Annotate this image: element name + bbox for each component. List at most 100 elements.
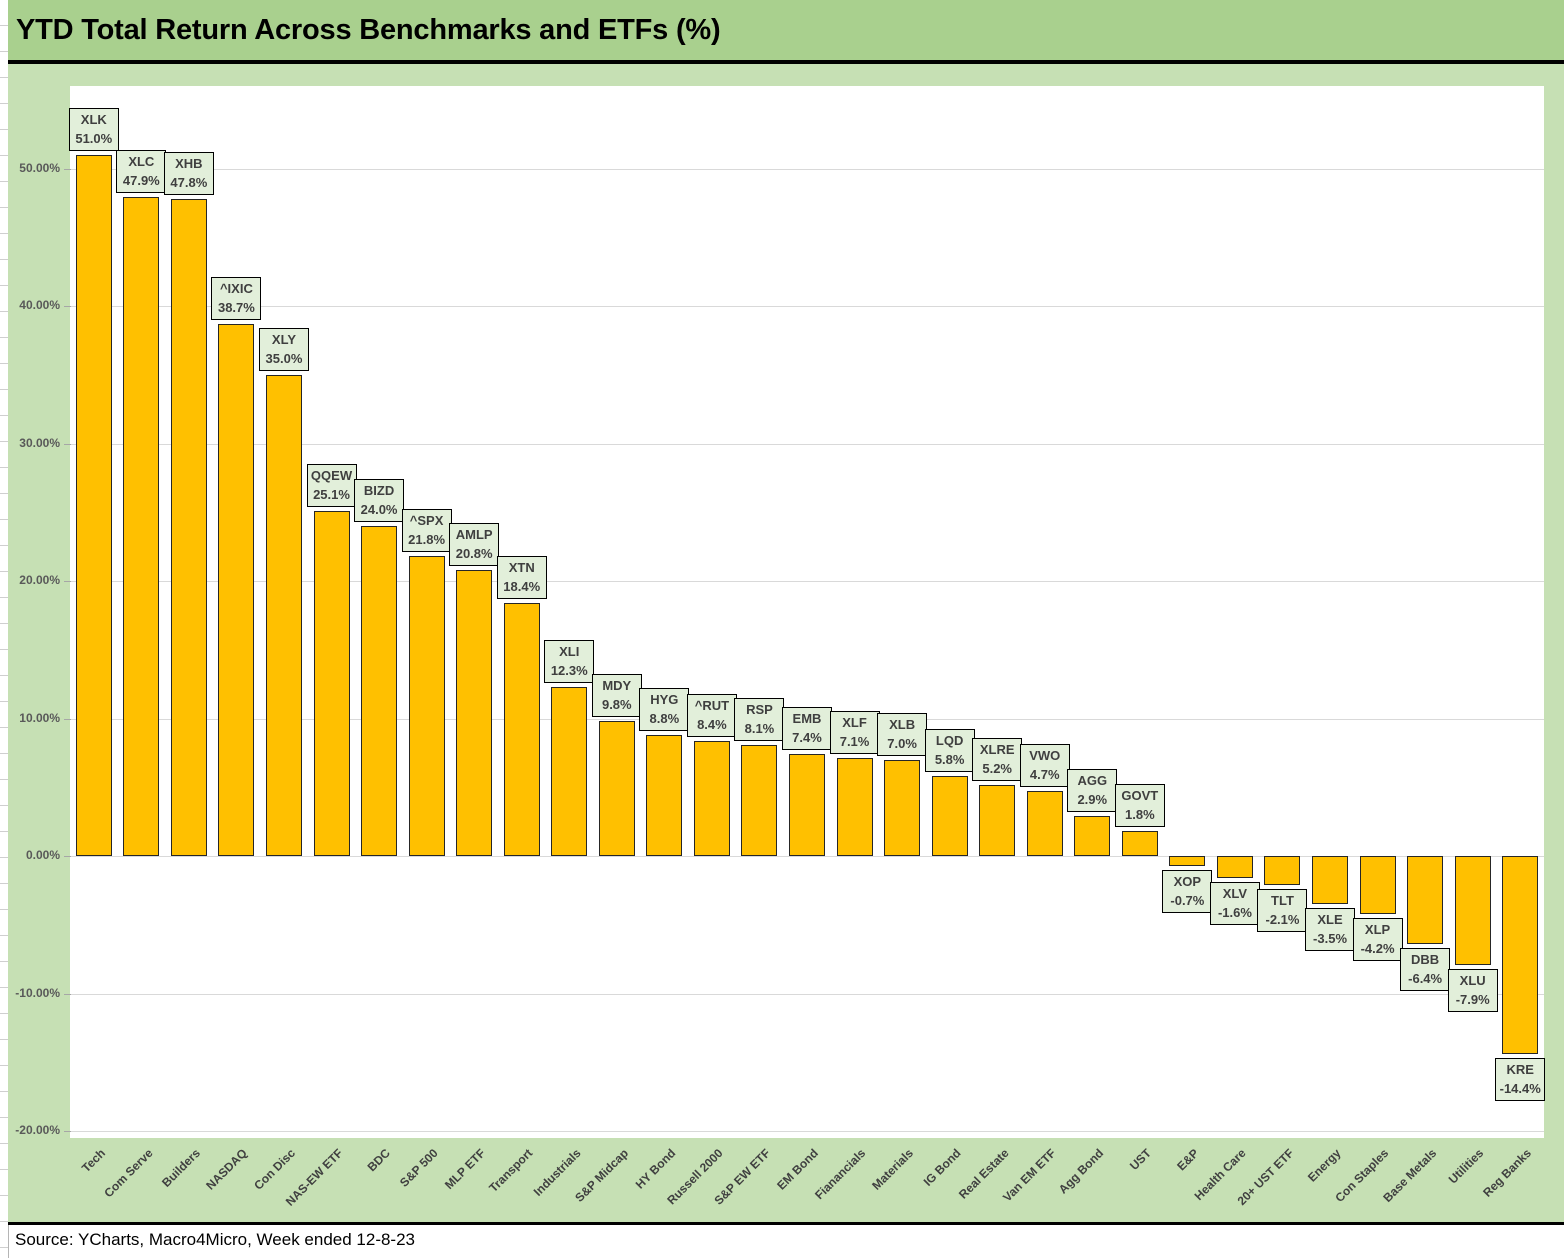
x-axis-category-label: Energy [1305, 1146, 1344, 1185]
data-label-ticker: XOP [1173, 873, 1202, 889]
data-label-value: 47.9% [122, 173, 160, 189]
gridline [70, 1131, 1544, 1132]
data-label-ticker: ^SPX [409, 513, 444, 529]
data-label-value: 9.8% [601, 697, 632, 713]
data-label-EMB: EMB 7.4% [782, 707, 832, 751]
gridline [70, 856, 1544, 857]
y-axis-tick-label: 30.00% [19, 435, 60, 450]
data-label-MDY: MDY 9.8% [591, 674, 642, 718]
data-label-XLF: XLF 7.1% [829, 711, 880, 755]
data-label-value: -0.7% [1170, 892, 1205, 908]
x-axis-category-label: Reg Banks [1480, 1146, 1535, 1200]
bar-XLK [75, 154, 112, 856]
data-label-BIZD: BIZD 24.0% [354, 479, 405, 522]
bar-XLRE [979, 784, 1016, 856]
data-label-value: 18.4% [503, 579, 541, 594]
data-label-ticker: XLU [1459, 972, 1486, 988]
data-label-TLT: TLT -2.1% [1257, 888, 1308, 932]
bar-XLI [551, 686, 588, 856]
bar-XLC [123, 197, 160, 856]
x-axis-category-label: BDC [364, 1146, 393, 1175]
data-label-value: 8.4% [697, 716, 727, 732]
x-axis-category-label: S&P 500 [396, 1146, 441, 1190]
x-axis-category-label: Fianancials [812, 1146, 869, 1203]
y-axis-tick-mark [64, 718, 71, 720]
bar-EMB [789, 754, 825, 856]
bar-XLB [884, 759, 921, 856]
x-axis-category-label: Con Disc [251, 1146, 298, 1193]
bar-XLP [1359, 856, 1396, 914]
source-note: Source: YCharts, Macro4Micro, Week ended… [15, 1230, 416, 1249]
x-axis-category-label: MLP ETF [442, 1146, 489, 1193]
data-label-value: 8.1% [744, 720, 775, 736]
data-label-XOP: XOP -0.7% [1162, 869, 1213, 913]
chart-title: YTD Total Return Across Benchmarks and E… [16, 14, 721, 46]
data-label-SPX: ^SPX 21.8% [401, 509, 452, 553]
data-label-value: 4.7% [1029, 767, 1060, 783]
y-axis-tick-mark [64, 443, 71, 445]
data-label-value: 12.3% [550, 662, 588, 678]
data-label-XLY: XLY 35.0% [258, 327, 309, 371]
data-label-value: 21.8% [408, 532, 446, 548]
y-axis-tick-label: 50.00% [19, 160, 60, 175]
data-label-XLRE: XLRE 5.2% [972, 737, 1023, 781]
gridline [70, 581, 1544, 582]
x-axis-category-label: Tech [78, 1146, 108, 1176]
bar-DBB [1407, 856, 1444, 944]
x-axis-category-label: Agg Bond [1055, 1146, 1107, 1197]
data-label-ticker: ^RUT [694, 697, 730, 713]
data-label-QQEW: QQEW 25.1% [306, 463, 357, 507]
bar-LQD [931, 776, 968, 856]
y-axis-tick-mark [64, 993, 71, 995]
data-label-value: 20.8% [455, 546, 493, 561]
x-axis-category-label: IG Bond [920, 1146, 964, 1189]
bar-XLF [836, 758, 873, 856]
y-axis-tick-mark [64, 168, 71, 170]
data-label-ticker: XLRE [979, 741, 1015, 757]
data-label-value: -14.4% [1499, 1081, 1541, 1096]
x-axis-category-label: NASDAQ [203, 1146, 251, 1193]
data-label-ticker: XLK [80, 111, 107, 127]
chart-body: XLK 51.0% XLC 47.9% XHB 47.8% ^IXIC 38.7% XLY 35.… [8, 64, 1564, 1225]
data-label-XLB: XLB 7.0% [877, 712, 928, 756]
bar-QQEW [313, 510, 350, 856]
gridline [70, 993, 1544, 995]
bar-AMLP [456, 570, 493, 856]
data-label-GOVT: GOVT 1.8% [1114, 784, 1165, 828]
x-axis-category-label: Com Serve [100, 1146, 156, 1201]
data-label-value: 38.7% [217, 299, 255, 315]
data-label-ticker: AMLP [455, 527, 493, 542]
data-label-value: 7.0% [887, 735, 917, 751]
bar-SPX [408, 556, 445, 856]
data-label-ticker: XLV [1222, 886, 1248, 901]
y-axis-tick-label: 20.00% [19, 573, 60, 587]
bar-XOP [1169, 856, 1206, 866]
bar-XHB [170, 198, 207, 856]
bar-XLU [1454, 856, 1491, 965]
x-axis-category-label: Transport [486, 1146, 536, 1196]
bar-XLY [265, 374, 302, 856]
data-label-value: 25.1% [313, 486, 350, 502]
bar-RUT [693, 740, 730, 856]
data-label-ticker: LQD [935, 733, 964, 749]
chart-title-bar: YTD Total Return Across Benchmarks and E… [8, 0, 1564, 64]
x-axis-category-label: E&P [1173, 1146, 1202, 1174]
data-label-ticker: XHB [175, 155, 203, 171]
data-label-XLP: XLP -4.2% [1352, 917, 1403, 961]
data-label-AGG: AGG 2.9% [1067, 769, 1118, 813]
data-label-value: 7.1% [839, 734, 870, 750]
data-label-value: 24.0% [360, 502, 398, 517]
data-label-value: -3.5% [1313, 931, 1348, 947]
data-label-ticker: XLB [889, 716, 916, 732]
data-label-IXIC: ^IXIC 38.7% [211, 276, 262, 320]
data-label-value: 5.2% [982, 760, 1012, 776]
gridline [70, 168, 1544, 170]
data-label-ticker: XLC [128, 154, 155, 170]
source-bar: Source: YCharts, Macro4Micro, Week ended… [9, 1225, 1564, 1258]
bar-RSP [741, 744, 778, 856]
data-label-XLC: XLC 47.9% [116, 150, 167, 194]
y-axis-tick-label: 0.00% [25, 848, 60, 862]
data-label-ticker: MDY [602, 678, 632, 694]
gridline [70, 306, 1544, 307]
